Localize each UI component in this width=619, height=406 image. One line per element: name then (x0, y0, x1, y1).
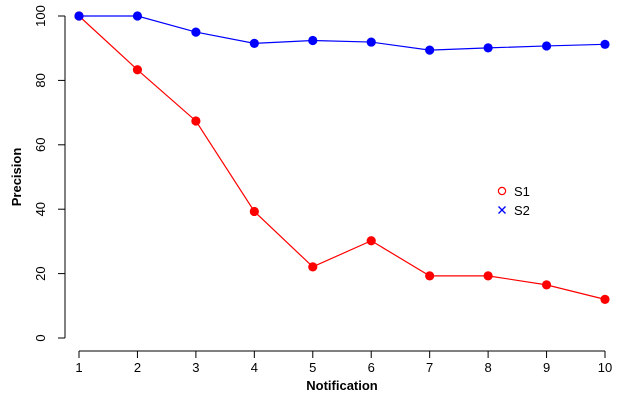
data-point (132, 65, 143, 75)
x-tick-label: 1 (75, 360, 82, 375)
y-tick-label: 60 (33, 138, 48, 152)
data-point (74, 11, 84, 21)
x-tick-label: 10 (598, 360, 612, 375)
y-tick-label: 80 (33, 73, 48, 87)
series-line (79, 15, 606, 51)
x-ticks: 1 2 3 4 5 6 7 8 9 10 (75, 351, 612, 375)
data-point (308, 35, 318, 46)
legend-marker-stroke (498, 206, 506, 214)
axes-group: 1 2 3 4 5 6 7 8 9 10 0 20 40 60 80 100 (33, 5, 612, 375)
legend-item-s1: S1 (497, 184, 530, 199)
x-tick-label: 4 (251, 360, 258, 375)
data-point (483, 43, 493, 53)
data-point (366, 236, 376, 246)
data-point (600, 294, 610, 304)
data-point (425, 271, 435, 281)
y-axis-title: Precision (9, 148, 24, 207)
data-point (541, 41, 552, 51)
series-s1 (74, 11, 610, 304)
data-point (366, 37, 376, 47)
y-tick-label: 0 (33, 334, 48, 341)
x-tick-label: 2 (134, 360, 141, 375)
legend-marker (498, 206, 506, 214)
x-tick-label: 6 (368, 360, 375, 375)
data-point (308, 262, 318, 272)
data-point (425, 45, 435, 55)
x-tick-label: 5 (309, 360, 316, 375)
legend-label: S2 (514, 203, 530, 218)
y-tick-label: 20 (33, 266, 48, 280)
data-point (249, 206, 259, 217)
legend-label: S1 (514, 184, 530, 199)
series-line (78, 15, 606, 300)
data-point (132, 11, 143, 21)
data-point (191, 116, 201, 126)
y-tick-label: 100 (33, 5, 48, 27)
data-point (249, 38, 259, 48)
legend-marker (497, 186, 507, 196)
legend-item-s2: S2 (498, 203, 530, 218)
data-point (541, 280, 552, 290)
y-ticks: 0 20 40 60 80 100 (33, 5, 65, 342)
series-layer (74, 11, 610, 304)
data-point (483, 271, 493, 281)
y-tick-label: 40 (33, 202, 48, 216)
x-tick-label: 9 (543, 360, 550, 375)
x-tick-label: 7 (426, 360, 433, 375)
data-point (191, 27, 201, 37)
x-tick-label: 3 (192, 360, 199, 375)
x-tick-label: 8 (484, 360, 491, 375)
series-s2 (74, 11, 610, 55)
data-point (600, 39, 610, 49)
x-axis-title: Notification (306, 378, 378, 393)
